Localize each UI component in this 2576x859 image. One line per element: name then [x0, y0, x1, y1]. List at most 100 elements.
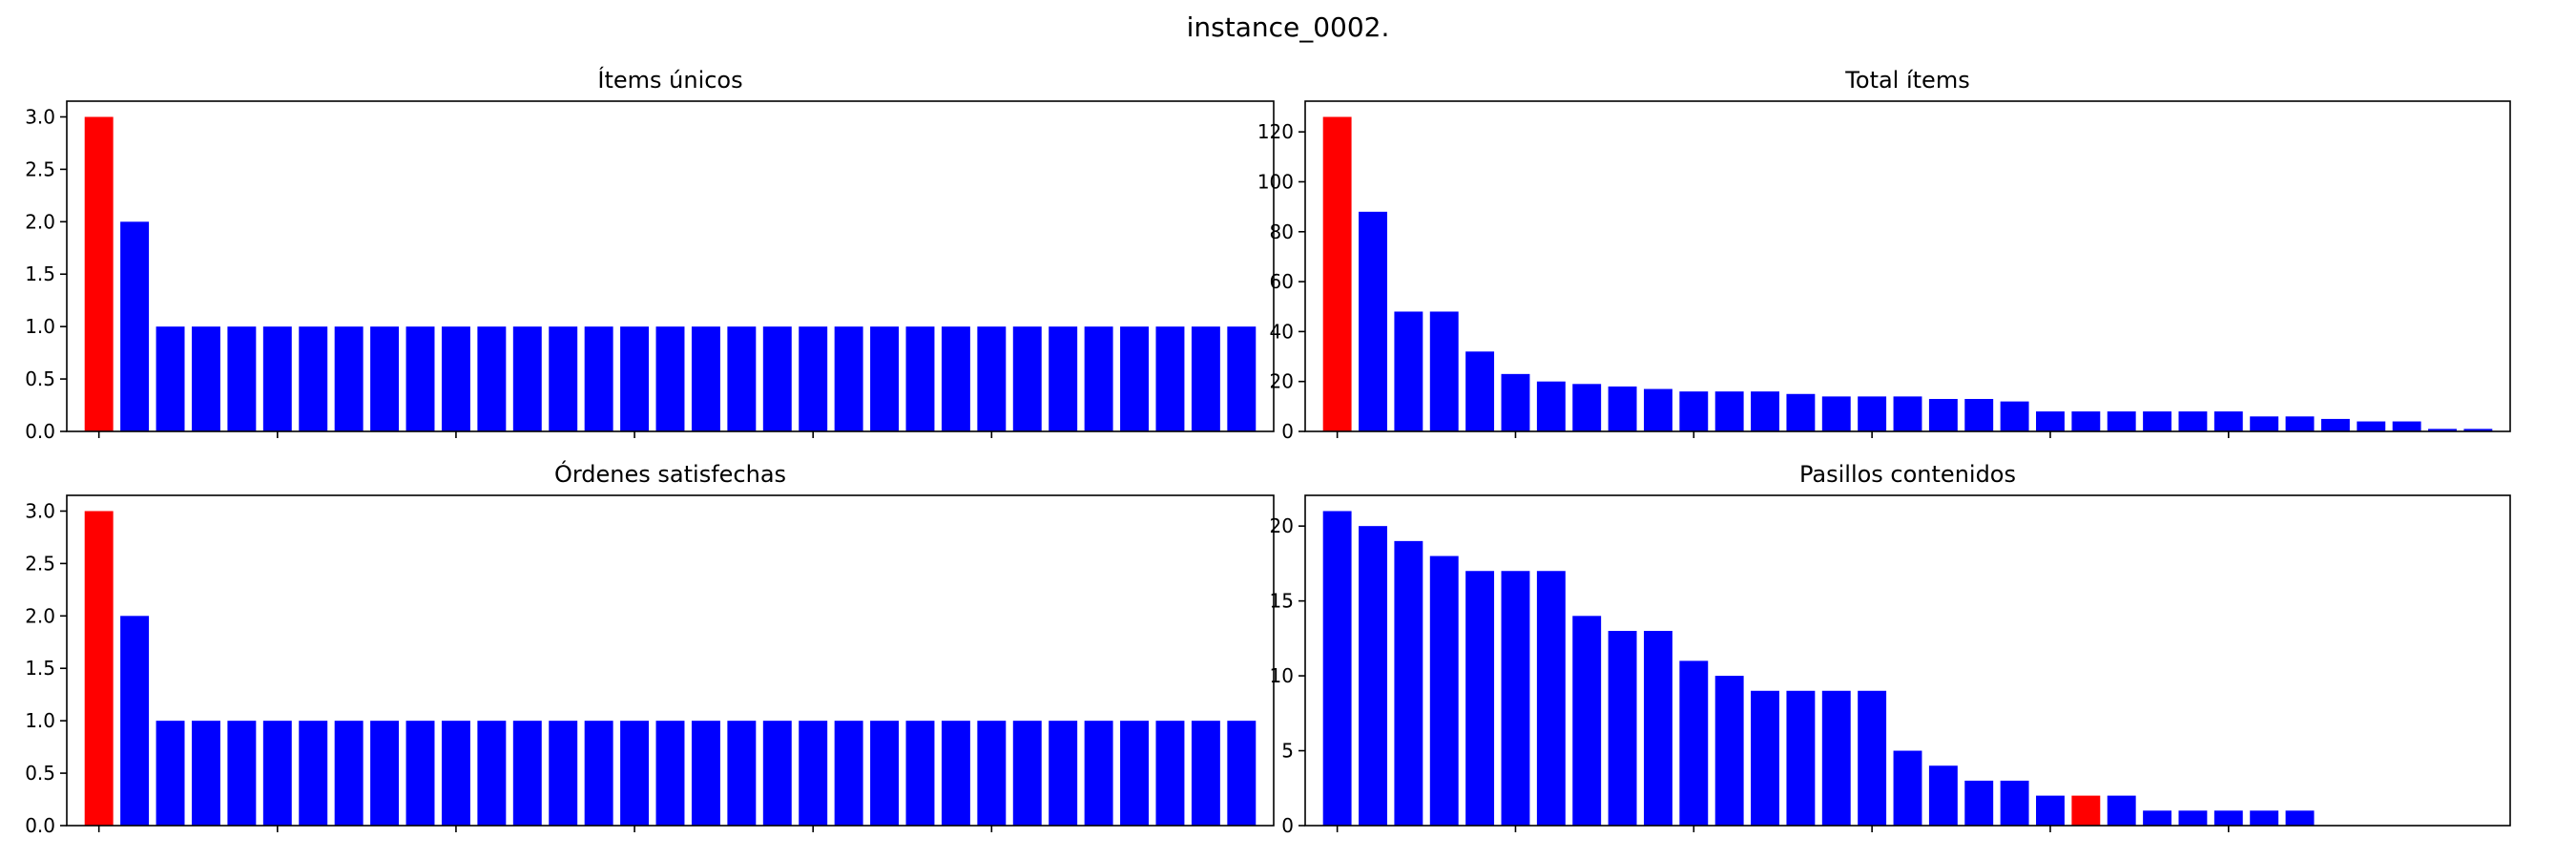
bar	[2392, 421, 2421, 431]
bar	[1429, 311, 1459, 431]
bar	[2285, 416, 2315, 431]
bar	[405, 326, 435, 431]
bar	[191, 721, 220, 826]
y-tick-label: 0.5	[25, 762, 55, 785]
bar	[2178, 411, 2208, 431]
y-tick-label: 1.5	[25, 657, 55, 680]
bar	[1120, 326, 1150, 431]
bar	[1751, 690, 1779, 826]
bar	[120, 221, 150, 431]
bar	[1501, 571, 1530, 826]
bar	[477, 326, 507, 431]
bar	[2357, 421, 2386, 431]
bar	[870, 721, 900, 826]
bar	[334, 326, 364, 431]
y-tick-label: 10	[1270, 664, 1294, 687]
bar	[1322, 116, 1352, 431]
bar	[299, 721, 328, 826]
bar	[1536, 571, 1566, 826]
bar	[1155, 326, 1185, 431]
bar	[120, 616, 150, 826]
bar	[2285, 810, 2315, 826]
bar	[512, 326, 542, 431]
bar	[727, 326, 757, 431]
bar	[1120, 721, 1150, 826]
bar	[1322, 511, 1352, 826]
bar	[1227, 326, 1257, 431]
bar	[1608, 386, 1637, 431]
bar	[1928, 399, 1958, 431]
bar	[1429, 555, 1459, 826]
y-tick-label: 1.5	[25, 262, 55, 285]
bar	[1012, 326, 1042, 431]
subplot-4: Pasillos contenidos 0 5 10 15 20	[1270, 461, 2511, 837]
bar	[1608, 631, 1637, 826]
bar	[2213, 810, 2243, 826]
subplot-1: Ítems únicos 0.0 0.5 1.0 1.5 2.0 2.5 3.0	[25, 66, 1275, 443]
y-tick-label: 60	[1270, 270, 1294, 293]
y-tick-label: 3.0	[25, 105, 55, 128]
bar	[2143, 411, 2172, 431]
bar	[477, 721, 507, 826]
y-tick-label: 1.0	[25, 709, 55, 732]
y-tick-label: 5	[1281, 740, 1294, 763]
bar	[620, 721, 650, 826]
y-tick-label: 0.0	[25, 814, 55, 837]
bar	[1786, 393, 1816, 431]
bar	[549, 326, 578, 431]
bar	[1359, 211, 1387, 431]
bar	[799, 721, 828, 826]
bar	[1964, 399, 1994, 431]
bar	[2428, 429, 2457, 431]
bar	[762, 721, 792, 826]
bar	[2463, 429, 2493, 431]
bar	[2178, 810, 2208, 826]
y-tick-label: 3.0	[25, 499, 55, 522]
bar	[1394, 311, 1423, 431]
bar	[2213, 411, 2243, 431]
bar	[1786, 690, 1816, 826]
bar	[1964, 780, 1994, 826]
plot-frame	[66, 100, 1275, 432]
bar	[905, 721, 935, 826]
bar	[1501, 373, 1530, 431]
y-tick-label: 80	[1270, 220, 1294, 243]
bar	[1465, 571, 1495, 826]
bar	[227, 326, 257, 431]
bar	[156, 326, 185, 431]
bar	[441, 721, 470, 826]
bar	[1679, 391, 1709, 431]
bar	[905, 326, 935, 431]
plot-frame	[1304, 100, 2511, 432]
bar	[1227, 721, 1257, 826]
bar	[1643, 631, 1672, 826]
bar	[512, 721, 542, 826]
bar	[1751, 391, 1779, 431]
bar	[1858, 396, 1887, 431]
bar	[1049, 326, 1078, 431]
figure-title: instance_0002.	[1187, 11, 1390, 43]
bar	[370, 721, 400, 826]
bar	[977, 326, 1007, 431]
bar	[1191, 721, 1220, 826]
bar	[2320, 418, 2350, 431]
subplot-2: Total ítems 0 20 40 60 80 100 120	[1257, 67, 2511, 443]
subplot-title: Pasillos contenidos	[1799, 461, 2016, 488]
bar	[620, 326, 650, 431]
bar	[1858, 690, 1887, 826]
bar	[1536, 381, 1566, 431]
bar	[584, 721, 613, 826]
bar	[1572, 616, 1602, 826]
bar	[2000, 780, 2029, 826]
y-tick-label: 100	[1257, 170, 1294, 193]
bar	[441, 326, 470, 431]
bar	[191, 326, 220, 431]
bar	[156, 721, 185, 826]
y-tick-label: 120	[1257, 120, 1294, 143]
bar	[2071, 411, 2101, 431]
bar	[1191, 326, 1220, 431]
bar	[1084, 721, 1113, 826]
bar	[227, 721, 257, 826]
bar	[1928, 765, 1958, 826]
